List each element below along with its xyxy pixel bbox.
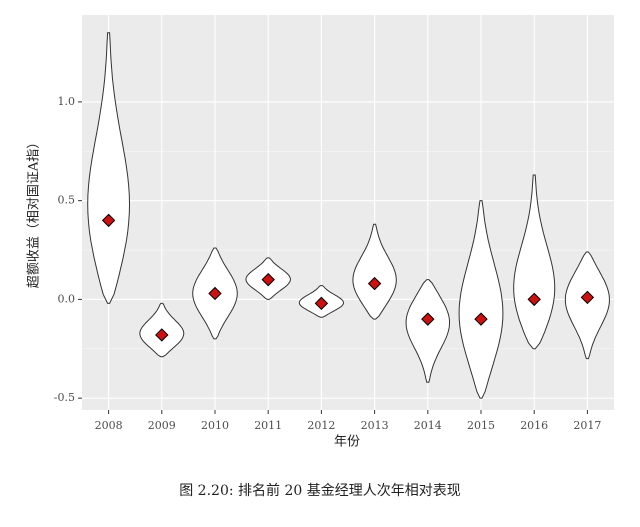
mean-marker: [421, 312, 435, 326]
x-tick-label: 2014: [414, 419, 442, 432]
x-axis-title: 年份: [334, 435, 360, 450]
mean-marker: [474, 312, 488, 326]
mean-marker: [208, 286, 222, 301]
mean-marker: [314, 296, 329, 311]
x-tick-label: 2013: [361, 419, 389, 432]
x-tick-label: 2015: [467, 419, 495, 432]
mean-marker: [580, 290, 595, 305]
y-tick-label: 1.0: [58, 95, 76, 108]
mean-marker: [527, 292, 541, 307]
violin: [564, 251, 610, 360]
violin: [352, 223, 397, 320]
x-tick-label: 2011: [254, 419, 282, 432]
x-tick-label: 2017: [573, 419, 601, 432]
x-tick-label: 2016: [520, 419, 548, 432]
y-axis-title: 超额收益（相对国证A指）: [27, 136, 42, 288]
x-tick-label: 2012: [307, 419, 335, 432]
y-tick-label: 0.5: [58, 194, 76, 207]
x-tick-label: 2008: [95, 419, 123, 432]
violin: [87, 32, 131, 304]
y-tick-label: -0.5: [54, 391, 75, 404]
violin: [405, 279, 450, 383]
mean-marker: [101, 213, 116, 228]
violin: [513, 174, 556, 350]
mean-marker: [155, 328, 169, 342]
caption: 图 2.20: 排名前 20 基金经理人次年相对表现: [179, 482, 461, 499]
y-tick-label: 0.0: [58, 292, 76, 305]
violin: [458, 200, 504, 399]
x-tick-label: 2009: [148, 419, 176, 432]
mean-marker: [261, 272, 275, 287]
x-tick-label: 2010: [201, 419, 229, 432]
mean-marker: [367, 276, 382, 291]
